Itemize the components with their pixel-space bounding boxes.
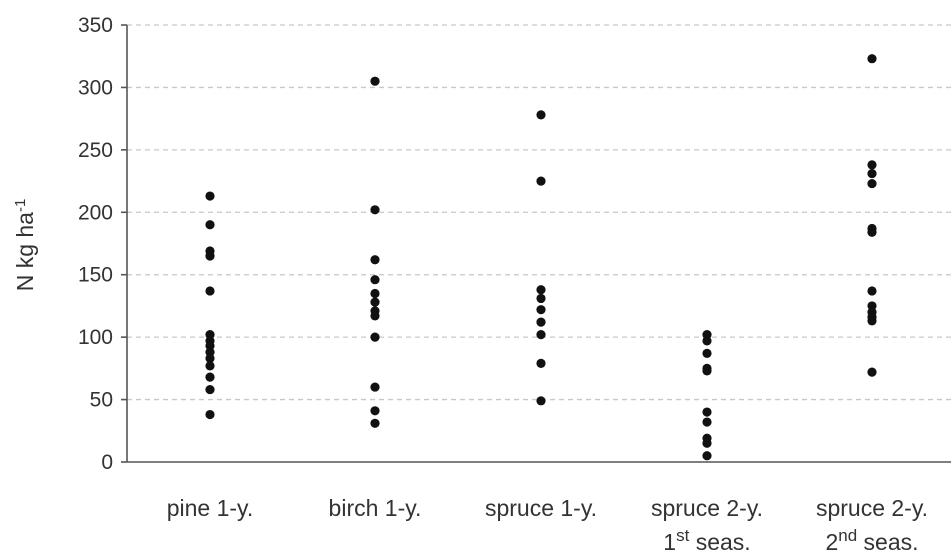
data-point xyxy=(867,168,877,179)
data-point xyxy=(702,366,712,376)
data-point xyxy=(370,406,380,416)
data-point xyxy=(536,358,546,368)
data-point xyxy=(867,367,877,377)
data-point xyxy=(702,348,712,358)
data-point xyxy=(370,288,380,299)
x-category-line2-superscript: nd xyxy=(838,526,857,545)
data-point xyxy=(536,176,546,186)
data-point xyxy=(205,384,215,395)
x-category-labels: pine 1-y. birch 1-y. spruce 1-y. spruce 2-y… xyxy=(167,495,928,555)
data-point xyxy=(536,110,546,120)
data-point xyxy=(205,251,215,261)
data-point xyxy=(205,220,215,230)
data-point xyxy=(370,297,380,307)
data-point xyxy=(867,316,877,326)
x-category-label: spruce 2-y. xyxy=(651,495,763,521)
data-point xyxy=(702,438,712,448)
x-category-label-line2: 2nd seas. xyxy=(825,526,918,556)
y-axis-title-superscript: -1 xyxy=(12,199,29,212)
data-point xyxy=(370,418,380,428)
x-category-line2-base: 1 xyxy=(663,529,676,555)
x-category-label: birch 1-y. xyxy=(329,495,422,521)
data-point xyxy=(205,361,215,371)
data-point xyxy=(536,396,546,406)
data-point xyxy=(370,332,380,342)
data-point xyxy=(370,255,380,265)
x-category-line2-rest: seas. xyxy=(857,529,918,555)
x-category-label-line2: 1st seas. xyxy=(663,526,750,556)
data-point xyxy=(370,275,380,285)
y-tick-label-100: 100 xyxy=(78,326,113,349)
y-tick-label-50: 50 xyxy=(90,389,113,412)
x-category-label: pine 1-y. xyxy=(167,495,254,521)
y-tick-label-250: 250 xyxy=(78,139,113,162)
x-category-line2-base: 2 xyxy=(825,529,838,555)
data-point xyxy=(205,286,215,296)
y-tick-label-0: 0 xyxy=(101,451,113,474)
y-tick-label-200: 200 xyxy=(78,201,113,224)
y-axis-title: N kg ha-1 xyxy=(12,199,39,292)
data-point xyxy=(370,205,380,215)
data-point xyxy=(702,417,712,427)
data-point xyxy=(867,178,877,189)
data-point xyxy=(370,311,380,321)
data-point xyxy=(205,409,215,420)
data-point xyxy=(536,317,546,327)
y-tick-label-350: 350 xyxy=(78,14,113,37)
data-point xyxy=(370,76,380,86)
y-tick-label-150: 150 xyxy=(78,264,113,287)
data-point xyxy=(205,372,215,382)
data-point xyxy=(370,382,380,392)
data-point xyxy=(536,330,546,340)
data-point xyxy=(702,407,712,417)
data-point xyxy=(536,285,546,295)
x-category-label: spruce 2-y. xyxy=(816,495,928,521)
data-point xyxy=(867,54,877,64)
data-point xyxy=(205,353,215,363)
data-point xyxy=(536,305,546,315)
data-point xyxy=(205,191,215,201)
gridlines xyxy=(127,24,951,401)
axes xyxy=(126,25,951,463)
data-point xyxy=(867,286,877,296)
data-point xyxy=(867,227,877,237)
data-point xyxy=(867,160,877,170)
data-point xyxy=(702,336,712,346)
data-point xyxy=(702,451,712,461)
x-category-line2-superscript: st xyxy=(676,526,690,545)
x-category-label: spruce 1-y. xyxy=(485,495,597,521)
data-points xyxy=(205,54,877,461)
y-tick-label-300: 300 xyxy=(78,76,113,99)
y-axis-title-text: N kg ha xyxy=(12,212,38,291)
y-tick-labels: 0 50 100 150 200 250 300 350 xyxy=(78,14,127,474)
data-point xyxy=(536,293,546,304)
x-category-line2-rest: seas. xyxy=(689,529,750,555)
